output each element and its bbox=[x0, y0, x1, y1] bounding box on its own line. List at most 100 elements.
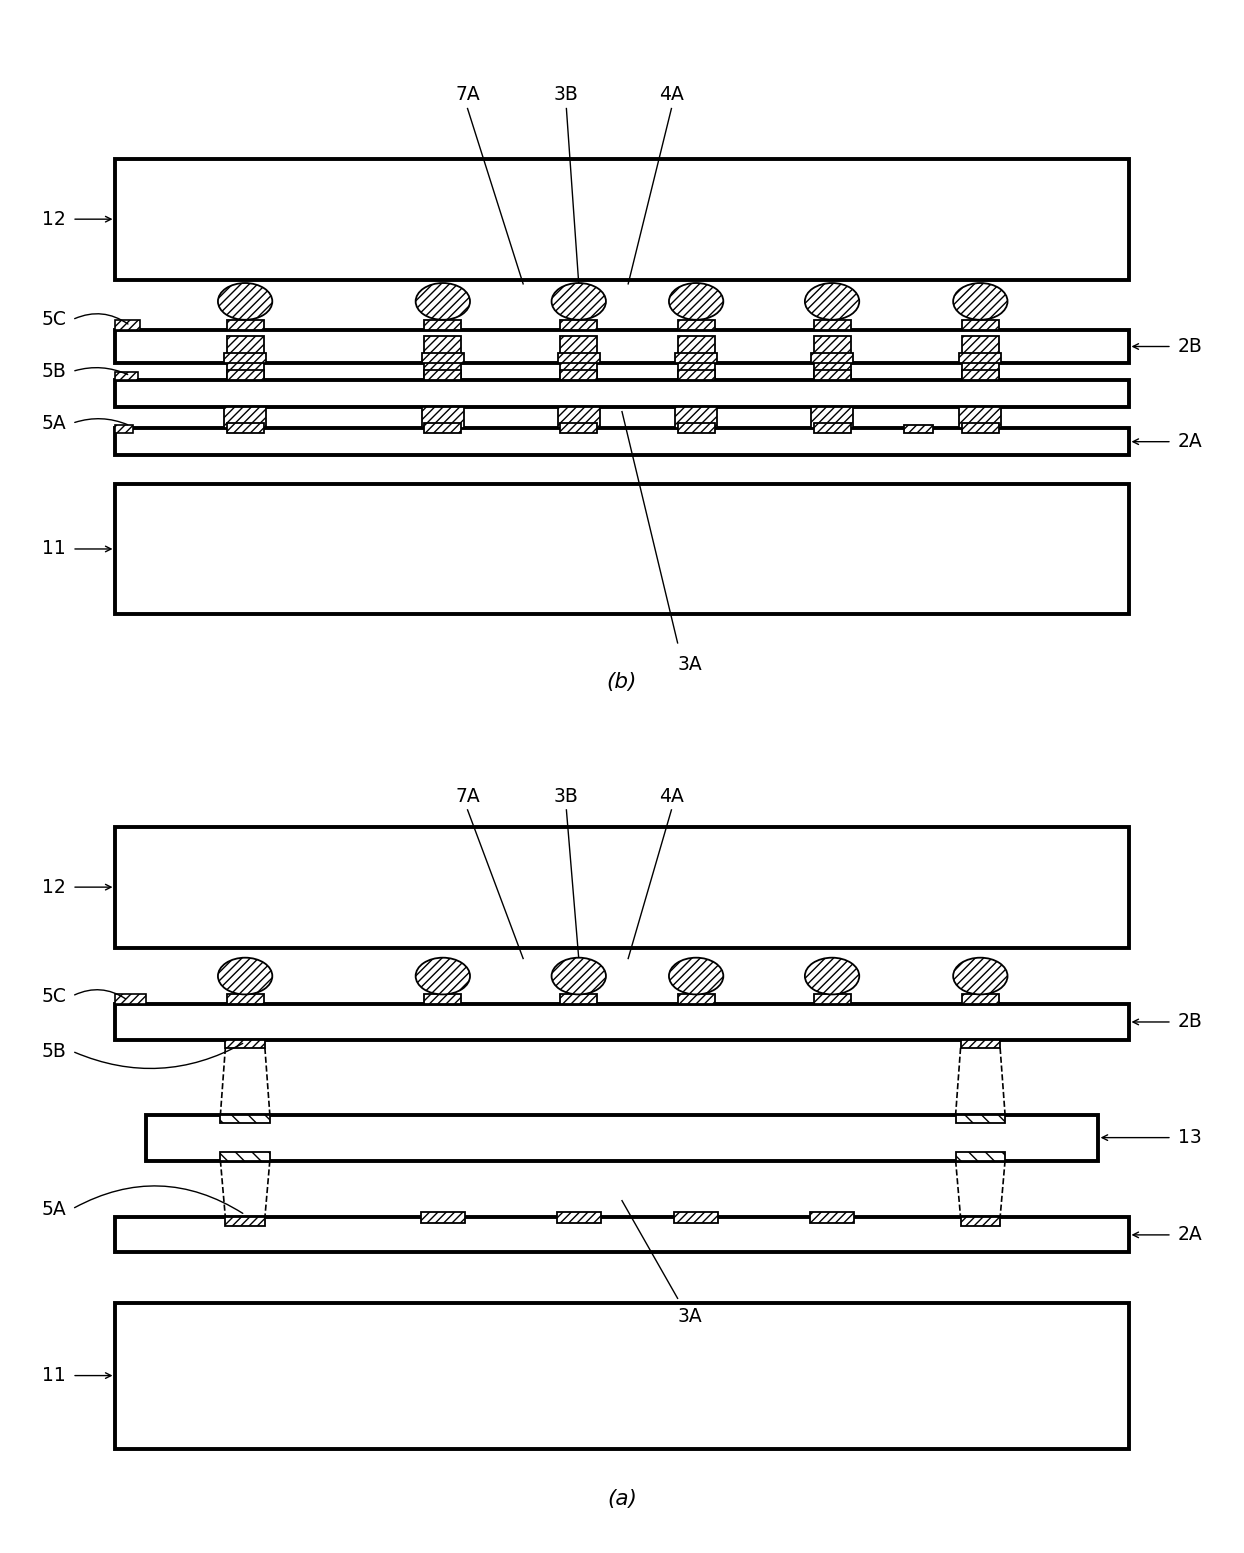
Bar bbox=[116, 329, 1128, 363]
Bar bbox=[116, 1303, 1128, 1449]
Text: 4A: 4A bbox=[659, 85, 684, 104]
Text: 4A: 4A bbox=[659, 787, 684, 806]
Bar bbox=[116, 371, 138, 380]
Bar bbox=[811, 407, 853, 429]
Bar bbox=[424, 337, 462, 380]
Bar bbox=[220, 1152, 270, 1160]
Bar bbox=[116, 380, 1128, 407]
Bar bbox=[814, 994, 851, 1005]
Bar bbox=[116, 994, 147, 1005]
Bar bbox=[674, 1211, 718, 1224]
Bar bbox=[557, 407, 600, 429]
Bar bbox=[116, 826, 1128, 947]
Bar bbox=[962, 337, 999, 380]
Text: (b): (b) bbox=[607, 672, 637, 693]
Bar bbox=[116, 1218, 1128, 1252]
Bar bbox=[424, 370, 462, 380]
Bar bbox=[226, 424, 264, 433]
Text: 2B: 2B bbox=[1178, 1013, 1203, 1031]
Bar bbox=[420, 1211, 465, 1224]
Ellipse shape bbox=[218, 958, 272, 994]
Text: 2B: 2B bbox=[1178, 337, 1203, 356]
Ellipse shape bbox=[415, 958, 470, 994]
Text: 3A: 3A bbox=[678, 1306, 703, 1326]
Bar bbox=[960, 1218, 1000, 1225]
Text: 3B: 3B bbox=[554, 787, 578, 806]
Text: 5B: 5B bbox=[41, 362, 66, 380]
Bar bbox=[678, 337, 714, 380]
Bar bbox=[962, 994, 999, 1005]
Bar bbox=[814, 424, 851, 433]
Text: 13: 13 bbox=[1178, 1127, 1202, 1148]
Text: 5C: 5C bbox=[41, 986, 66, 1006]
Bar bbox=[220, 1115, 270, 1123]
Text: 3B: 3B bbox=[554, 85, 578, 104]
Text: 5C: 5C bbox=[41, 311, 66, 329]
Ellipse shape bbox=[551, 958, 606, 994]
Bar bbox=[116, 429, 1128, 455]
Bar bbox=[116, 426, 133, 433]
Bar bbox=[814, 320, 851, 329]
Bar bbox=[675, 407, 717, 429]
Bar bbox=[424, 320, 462, 329]
Text: (a): (a) bbox=[607, 1489, 637, 1508]
Text: 11: 11 bbox=[42, 539, 66, 559]
Bar bbox=[422, 353, 464, 363]
Ellipse shape bbox=[669, 958, 723, 994]
Text: 12: 12 bbox=[42, 210, 66, 228]
Bar bbox=[147, 1115, 1097, 1160]
Bar bbox=[810, 1211, 855, 1224]
Text: 5A: 5A bbox=[41, 413, 66, 433]
Ellipse shape bbox=[953, 958, 1008, 994]
Bar bbox=[560, 320, 597, 329]
Ellipse shape bbox=[551, 283, 606, 320]
Bar bbox=[424, 424, 462, 433]
Bar bbox=[422, 407, 464, 429]
Text: 3A: 3A bbox=[678, 655, 703, 674]
Text: 7A: 7A bbox=[455, 85, 480, 104]
Ellipse shape bbox=[805, 958, 860, 994]
Bar bbox=[556, 1211, 601, 1224]
Bar bbox=[678, 994, 714, 1005]
Bar bbox=[678, 370, 714, 380]
Bar bbox=[962, 424, 999, 433]
Text: 11: 11 bbox=[42, 1367, 66, 1385]
Bar bbox=[678, 424, 714, 433]
Bar bbox=[225, 1218, 265, 1225]
Bar bbox=[424, 994, 462, 1005]
Bar bbox=[116, 158, 1128, 280]
Bar bbox=[116, 320, 141, 329]
Bar bbox=[557, 353, 600, 363]
Text: 5B: 5B bbox=[41, 1042, 66, 1061]
Bar bbox=[955, 1115, 1005, 1123]
Ellipse shape bbox=[415, 283, 470, 320]
Bar bbox=[962, 320, 999, 329]
Bar bbox=[678, 320, 714, 329]
Bar bbox=[224, 407, 266, 429]
Bar bbox=[116, 485, 1128, 613]
Text: 2A: 2A bbox=[1178, 432, 1203, 452]
Text: 12: 12 bbox=[42, 877, 66, 896]
Ellipse shape bbox=[218, 283, 272, 320]
Bar bbox=[560, 994, 597, 1005]
Bar bbox=[560, 370, 597, 380]
Ellipse shape bbox=[805, 283, 860, 320]
Bar bbox=[226, 337, 264, 380]
Bar bbox=[560, 337, 597, 380]
Bar bbox=[960, 1039, 1000, 1048]
Bar bbox=[903, 426, 933, 433]
Bar bbox=[962, 370, 999, 380]
Bar bbox=[959, 407, 1001, 429]
Bar bbox=[224, 353, 266, 363]
Bar bbox=[675, 353, 717, 363]
Ellipse shape bbox=[953, 283, 1008, 320]
Bar bbox=[226, 994, 264, 1005]
Ellipse shape bbox=[669, 283, 723, 320]
Bar bbox=[226, 320, 264, 329]
Bar bbox=[226, 370, 264, 380]
Bar bbox=[116, 1005, 1128, 1039]
Bar bbox=[560, 424, 597, 433]
Text: 7A: 7A bbox=[455, 787, 480, 806]
Bar bbox=[959, 353, 1001, 363]
Text: 5A: 5A bbox=[41, 1199, 66, 1219]
